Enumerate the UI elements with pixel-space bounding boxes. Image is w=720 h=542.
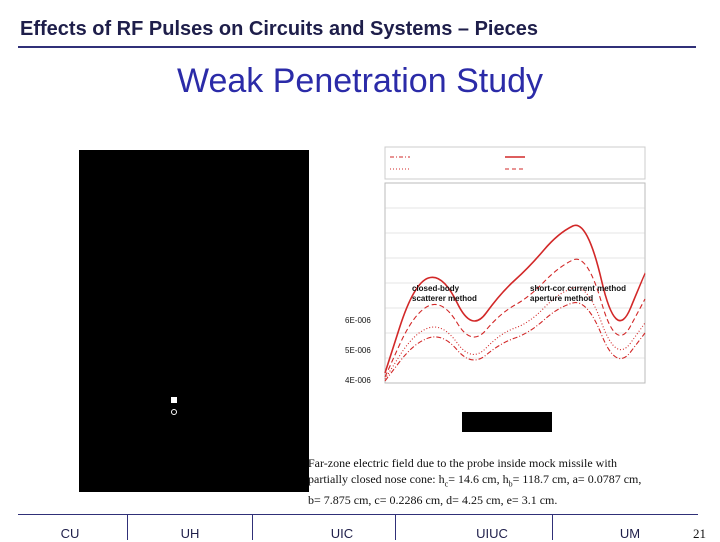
caption-line-2: partially closed nose cone: hc= 14.6 cm,… <box>308 471 700 492</box>
caption-text: = 118.7 cm, a= 0.0787 cm, <box>512 472 642 486</box>
field-chart: 6E-006 5E-006 4E-006 closed-body scatter… <box>340 145 660 415</box>
figure-caption: Far-zone electric field due to the probe… <box>308 455 700 508</box>
caption-line-3: b= 7.875 cm, c= 0.2286 cm, d= 4.25 cm, e… <box>308 493 558 508</box>
caption-text: partially closed nose cone: h <box>308 472 445 486</box>
legend-box <box>384 146 646 180</box>
annotation-aperture: aperture method <box>530 294 593 303</box>
header-title: Effects of RF Pulses on Circuits and Sys… <box>20 18 538 40</box>
caption-line-1: Far-zone electric field due to the probe… <box>308 456 617 470</box>
annotation-scatterer: scatterer method <box>412 294 477 303</box>
y-tick-label: 5E-006 <box>345 346 371 355</box>
footer-uic: UIC <box>330 526 354 541</box>
footer-divider <box>18 514 698 515</box>
series-line-solid <box>384 224 646 374</box>
annotation-closed-body: closed-body <box>412 284 460 293</box>
series-group <box>384 224 646 382</box>
caption-text: = 14.6 cm, h <box>448 472 509 486</box>
footer-uh: UH <box>180 526 200 541</box>
header-divider <box>18 46 696 48</box>
legend-square-marker <box>171 397 177 403</box>
legend-circle-marker <box>171 409 177 415</box>
footer-cu: CU <box>60 526 80 541</box>
geometry-figure <box>79 150 309 492</box>
y-tick-label: 4E-006 <box>345 376 371 385</box>
footer-uiuc: UIUC <box>476 526 508 541</box>
caption-subscript: b <box>508 479 513 489</box>
caption-subscript: c <box>444 479 449 489</box>
page-number: 21 <box>693 526 706 541</box>
plot-grid <box>385 207 645 359</box>
annotation-short-current: short-cor current method <box>530 284 626 293</box>
footer-separator <box>252 514 253 540</box>
series-line-dashed <box>384 258 646 378</box>
series-line-dashdot <box>384 302 646 382</box>
y-tick-label: 6E-006 <box>345 316 371 325</box>
chart-svg: 6E-006 5E-006 4E-006 closed-body scatter… <box>345 146 646 385</box>
figure-label-bar <box>462 412 552 432</box>
footer-um: UM <box>619 526 641 541</box>
footer-separator <box>127 514 128 540</box>
footer-separator <box>552 514 553 540</box>
slide-title: Weak Penetration Study <box>176 62 544 100</box>
footer-separator <box>395 514 396 540</box>
